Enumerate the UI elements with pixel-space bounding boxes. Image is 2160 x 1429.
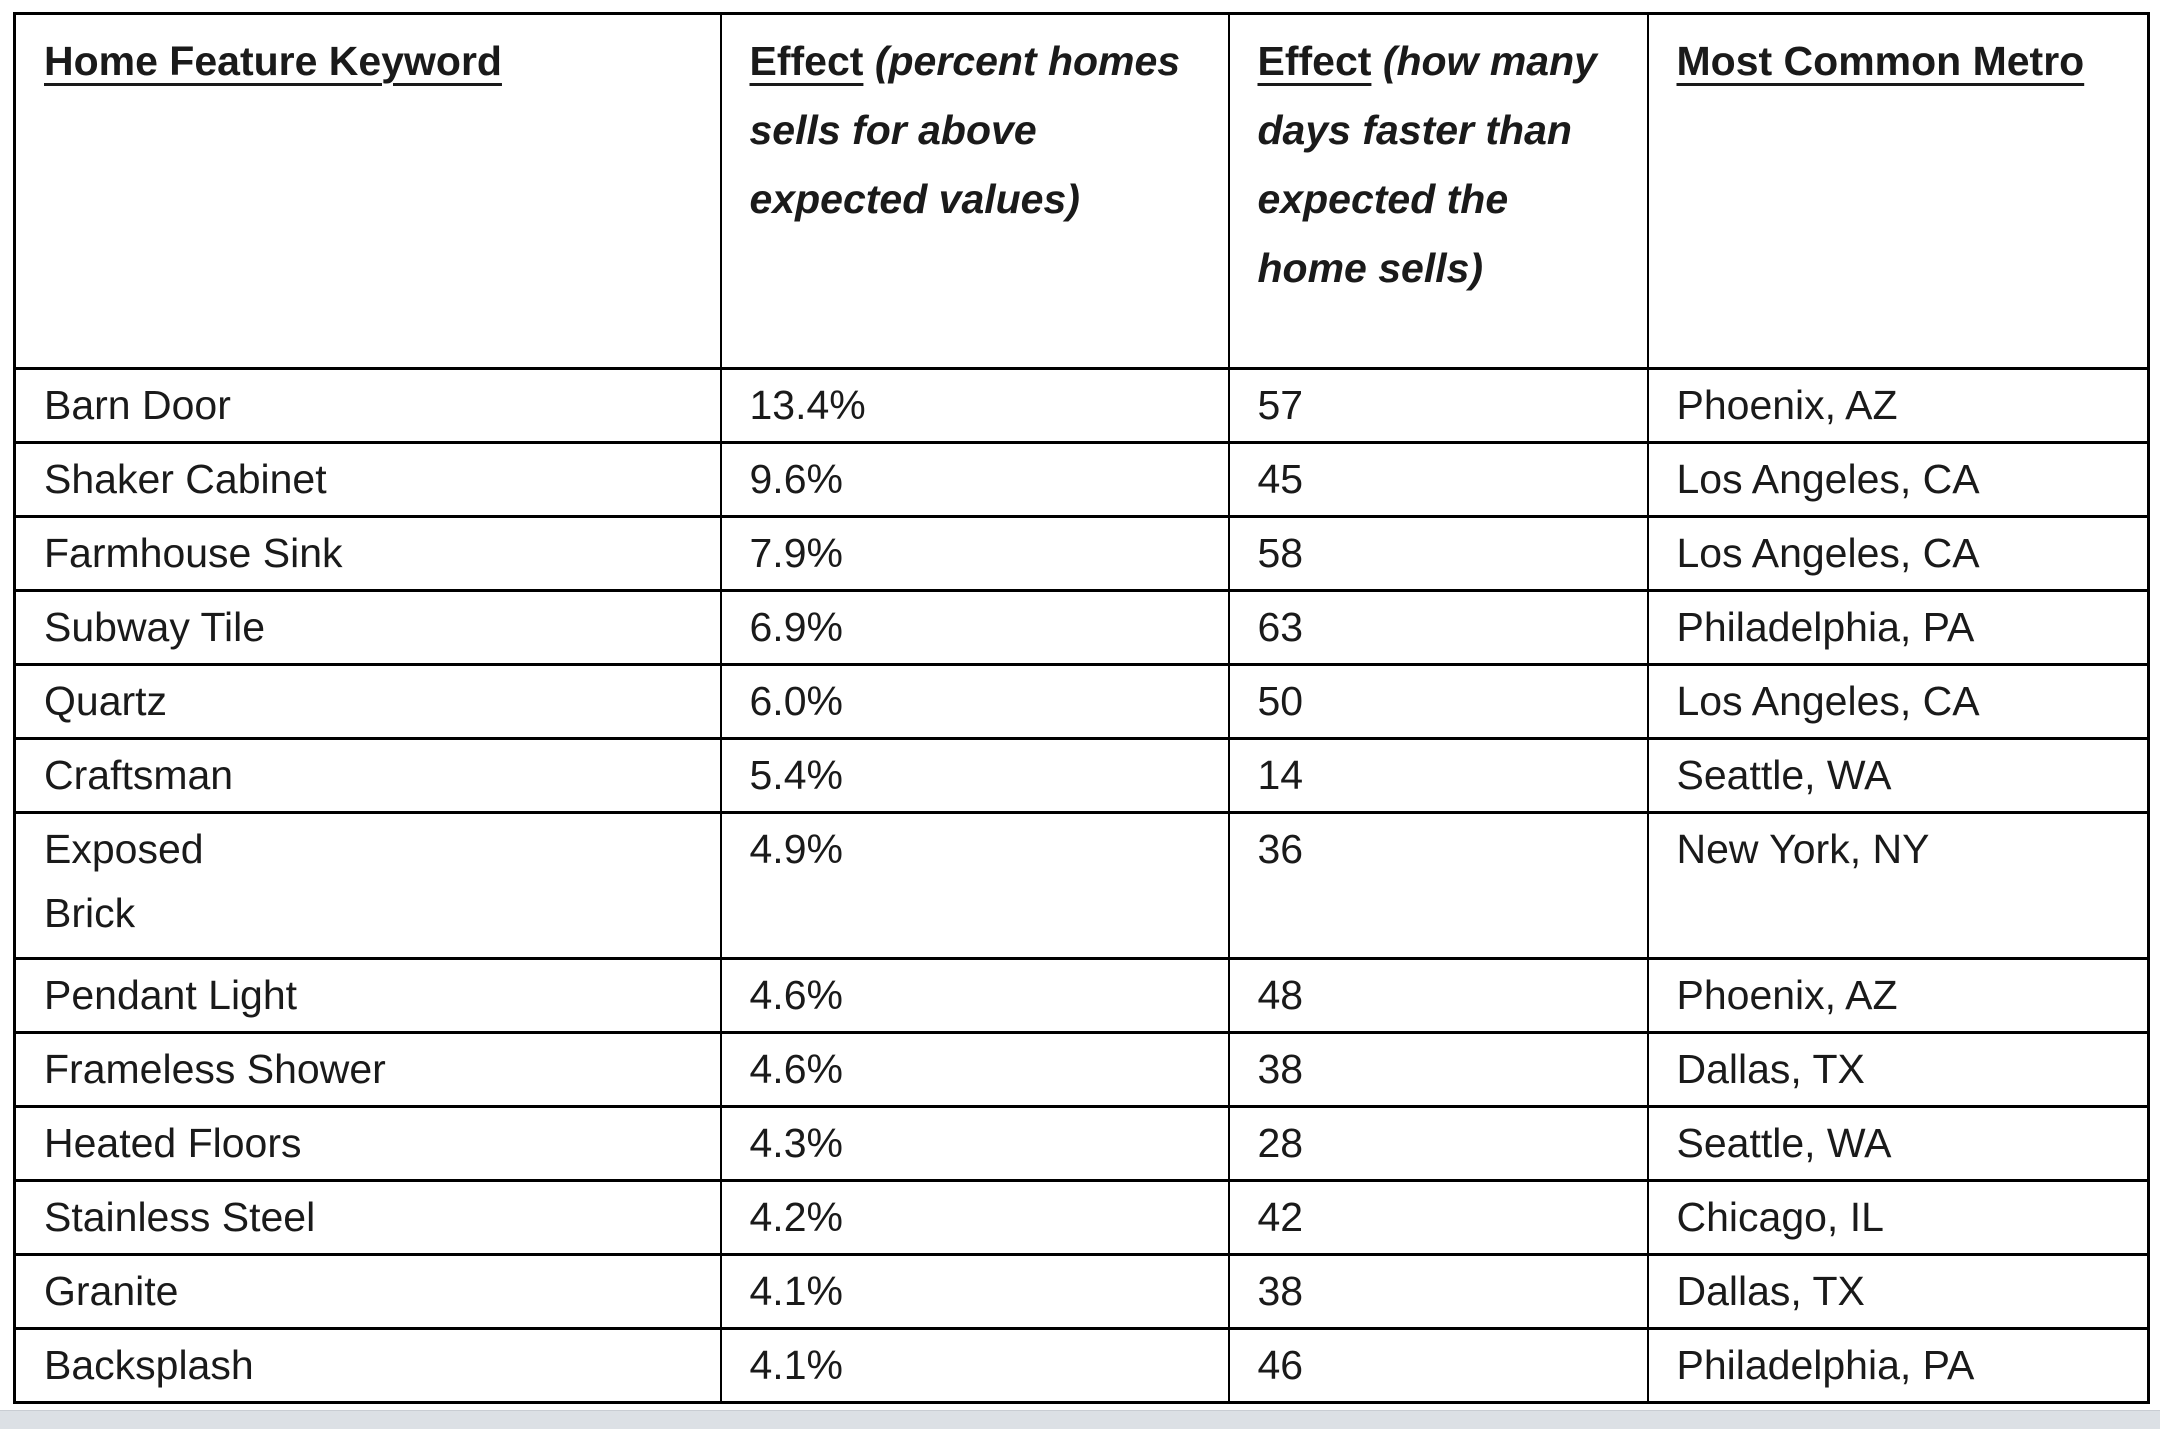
table-row: Heated Floors 4.3% 28 Seattle, WA [13,1105,2150,1182]
cell-days-faster: 58 [1227,515,1649,592]
column-header-metro: Most Common Metro [1646,12,2150,370]
cell-metro: New York, NY [1646,811,2150,960]
cell-feature: Backsplash [13,1327,722,1404]
cell-feature: Frameless Shower [13,1031,722,1108]
table-row: Pendant Light 4.6% 48 Phoenix, AZ [13,957,2150,1034]
cell-feature: Pendant Light [13,957,722,1034]
cell-days-faster: 42 [1227,1179,1649,1256]
cell-effect-percent: 4.1% [719,1327,1230,1404]
cell-metro: Dallas, TX [1646,1253,2150,1330]
table-row: Stainless Steel 4.2% 42 Chicago, IL [13,1179,2150,1256]
cell-effect-percent: 9.6% [719,441,1230,518]
cell-days-faster: 38 [1227,1031,1649,1108]
table-row: Granite 4.1% 38 Dallas, TX [13,1253,2150,1330]
cell-effect-percent: 4.9% [719,811,1230,960]
table-row: Shaker Cabinet 9.6% 45 Los Angeles, CA [13,441,2150,518]
table-row: Craftsman 5.4% 14 Seattle, WA [13,737,2150,814]
cell-metro: Philadelphia, PA [1646,589,2150,666]
cell-days-faster: 38 [1227,1253,1649,1330]
column-header-feature-label: Home Feature Keyword [44,38,502,84]
column-header-effect-percent: Effect (percent homes sells for above ex… [719,12,1230,370]
cell-effect-percent: 7.9% [719,515,1230,592]
table-row: Backsplash 4.1% 46 Philadelphia, PA [13,1327,2150,1404]
cell-days-faster: 36 [1227,811,1649,960]
cell-metro: Dallas, TX [1646,1031,2150,1108]
cell-metro: Philadelphia, PA [1646,1327,2150,1404]
cell-metro: Chicago, IL [1646,1179,2150,1256]
column-header-effect-days-prefix: Effect [1257,38,1372,84]
table-row: Frameless Shower 4.6% 38 Dallas, TX [13,1031,2150,1108]
cell-feature: Shaker Cabinet [13,441,722,518]
cell-days-faster: 57 [1227,367,1649,444]
header-row: Home Feature Keyword Effect (percent hom… [13,12,2150,370]
cell-days-faster: 28 [1227,1105,1649,1182]
cell-feature: Subway Tile [13,589,722,666]
cell-days-faster: 46 [1227,1327,1649,1404]
cell-metro: Los Angeles, CA [1646,515,2150,592]
cell-feature: Exposed Brick [13,811,722,960]
cell-effect-percent: 4.3% [719,1105,1230,1182]
cell-days-faster: 63 [1227,589,1649,666]
cell-feature: Craftsman [13,737,722,814]
column-header-feature: Home Feature Keyword [13,12,722,370]
cell-feature: Farmhouse Sink [13,515,722,592]
cell-days-faster: 45 [1227,441,1649,518]
cell-effect-percent: 6.9% [719,589,1230,666]
table-row: Farmhouse Sink 7.9% 58 Los Angeles, CA [13,515,2150,592]
cell-metro: Phoenix, AZ [1646,367,2150,444]
cell-effect-percent: 6.0% [719,663,1230,740]
cell-feature: Heated Floors [13,1105,722,1182]
cell-metro: Los Angeles, CA [1646,441,2150,518]
table-row: Quartz 6.0% 50 Los Angeles, CA [13,663,2150,740]
cell-days-faster: 14 [1227,737,1649,814]
cell-metro: Phoenix, AZ [1646,957,2150,1034]
cell-effect-percent: 4.6% [719,1031,1230,1108]
cell-effect-percent: 13.4% [719,367,1230,444]
bottom-window-strip [0,1410,2160,1429]
column-header-effect-days-description: (how many days faster than expected the … [1257,38,1597,291]
cell-feature: Quartz [13,663,722,740]
column-header-metro-label: Most Common Metro [1676,38,2085,84]
cell-effect-percent: 5.4% [719,737,1230,814]
cell-effect-percent: 4.6% [719,957,1230,1034]
cell-feature: Barn Door [13,367,722,444]
cell-days-faster: 50 [1227,663,1649,740]
cell-metro: Seattle, WA [1646,1105,2150,1182]
cell-days-faster: 48 [1227,957,1649,1034]
table-row: Subway Tile 6.9% 63 Philadelphia, PA [13,589,2150,666]
table-row: Exposed Brick 4.9% 36 New York, NY [13,811,2150,960]
cell-metro: Los Angeles, CA [1646,663,2150,740]
column-header-effect-percent-description: (percent homes sells for above expected … [749,38,1181,222]
cell-feature: Stainless Steel [13,1179,722,1256]
cell-metro: Seattle, WA [1646,737,2150,814]
cell-effect-percent: 4.2% [719,1179,1230,1256]
column-header-effect-days: Effect (how many days faster than expect… [1227,12,1649,370]
table-row: Barn Door 13.4% 57 Phoenix, AZ [13,367,2150,444]
home-features-table: Home Feature Keyword Effect (percent hom… [13,12,2150,1404]
cell-feature: Granite [13,1253,722,1330]
column-header-effect-percent-prefix: Effect [749,38,864,84]
cell-effect-percent: 4.1% [719,1253,1230,1330]
